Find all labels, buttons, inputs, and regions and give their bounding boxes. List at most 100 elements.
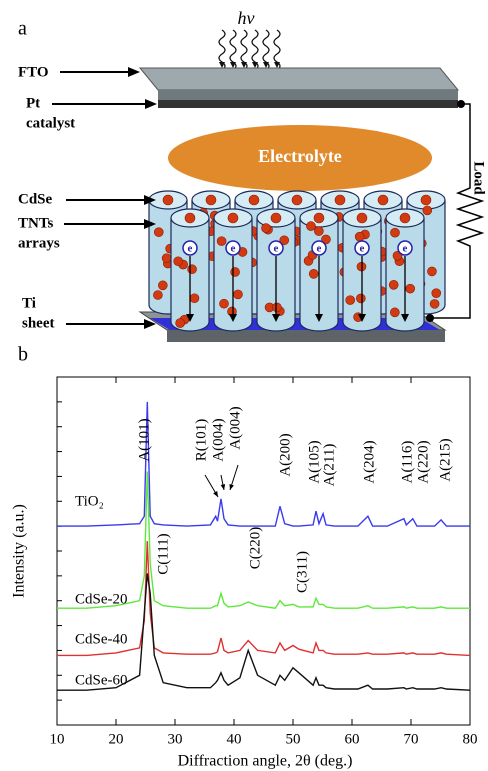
peak-annotation: A(220) [415,440,431,483]
ti-label: sheet [22,315,55,331]
page: a hν FTO Pt catalyst Electrolyte eeeeee … [0,0,488,771]
cdse-particle [335,195,345,205]
cdse-particle [346,296,355,305]
cdse-particle [357,213,367,223]
series-label: CdSe-60 [75,672,128,688]
cdse-particle [233,290,242,299]
peak-annotation: A(211) [321,444,337,487]
cdse-particle [427,267,436,276]
peak-annotation: A(116) [399,441,415,484]
cdse-particle [389,280,398,289]
cdse-particle [292,195,302,205]
series-label: CdSe-20 [75,591,128,607]
cdse-particle [271,213,281,223]
ti-label: Ti [22,295,36,311]
cdse-particle [309,269,318,278]
electron-label: e [403,243,408,255]
peak-annotation: R(101) [193,419,209,462]
series-label: TiO₂ [75,493,104,509]
cdse-particle [314,213,324,223]
arrowhead [145,99,157,109]
cdse-particle [249,195,259,205]
peak-annotation: C(220) [247,527,263,570]
cdse-particle [421,195,431,205]
arrowhead [229,484,233,490]
electrolyte-label: Electrolyte [258,146,342,166]
peak-annotation: A(200) [277,433,293,476]
arrowhead [221,484,226,490]
peak-annotation: C(311) [294,551,310,593]
cdse-particle [400,213,410,223]
cdse-particle [432,289,441,298]
pt-layer [158,100,458,108]
tnts-label: TNTs [18,215,53,231]
fto-edge [158,90,458,100]
cdse-particle [356,294,365,303]
xrd-pattern [57,472,470,609]
series-label: CdSe-40 [75,631,128,647]
cdse-particle [176,319,185,328]
peak-annotation: A(204) [361,440,377,483]
cdse-particle [228,213,238,223]
cdse-particle [390,308,399,317]
cdse-particle [261,224,270,233]
cdse-particle [231,267,240,276]
electron-label: e [231,243,236,255]
ti-sheet-edge [167,330,445,342]
cdse-particle [188,265,197,274]
cdse-particle [355,232,364,241]
x-tick-label: 40 [227,731,242,747]
cdse-label: CdSe [18,191,53,207]
pt-label: catalyst [26,115,75,131]
x-tick-label: 80 [463,731,478,747]
x-tick-label: 60 [345,731,360,747]
cdse-particle [306,222,315,231]
cdse-particle [190,294,199,303]
peak-annotation: A(215) [437,438,453,481]
cdse-particle [314,227,323,236]
cdse-particle [206,195,216,205]
cdse-particle [162,254,171,263]
cdse-particle [220,299,229,308]
panel-label: b [18,344,28,366]
peak-annotation: C(111) [155,533,171,574]
cdse-particle [378,195,388,205]
fto-plate [140,68,458,90]
electron-label: e [188,243,193,255]
peak-annotation: A(101) [136,418,152,461]
fto-label: FTO [18,64,49,80]
cdse-particle [217,237,226,246]
x-axis-label: Diffraction angle, 2θ (deg.) [178,753,353,770]
cdse-particle [430,299,439,308]
x-tick-label: 70 [404,731,419,747]
electron-label: e [317,243,322,255]
electron-label: e [360,243,365,255]
cdse-particle [153,291,162,300]
cdse-particle [154,228,163,237]
cdse-particle [423,206,432,215]
cdse-particle [163,195,173,205]
cdse-particle [272,303,281,312]
peak-annotation: A(004) [210,418,226,461]
y-axis-label: Intensity (a.u.) [11,504,28,598]
figure: a hν FTO Pt catalyst Electrolyte eeeeee … [0,0,488,771]
x-tick-label: 30 [168,731,183,747]
tnts-label: arrays [18,235,60,251]
x-tick-label: 10 [50,731,65,747]
pt-label: Pt [26,95,40,111]
cdse-particle [406,284,415,293]
photon-label: hν [238,8,255,28]
load-label: Load [471,161,487,195]
x-tick-label: 50 [286,731,301,747]
panel-label: a [18,18,27,40]
cdse-particle [158,281,167,290]
peak-annotation: A(105) [306,440,322,483]
cdse-particle [174,257,183,266]
arrowhead [128,67,140,77]
cdse-particle [390,228,399,237]
electron-label: e [274,243,279,255]
x-tick-label: 20 [109,731,124,747]
cdse-particle [185,213,195,223]
peak-annotation: A(004) [227,406,243,449]
